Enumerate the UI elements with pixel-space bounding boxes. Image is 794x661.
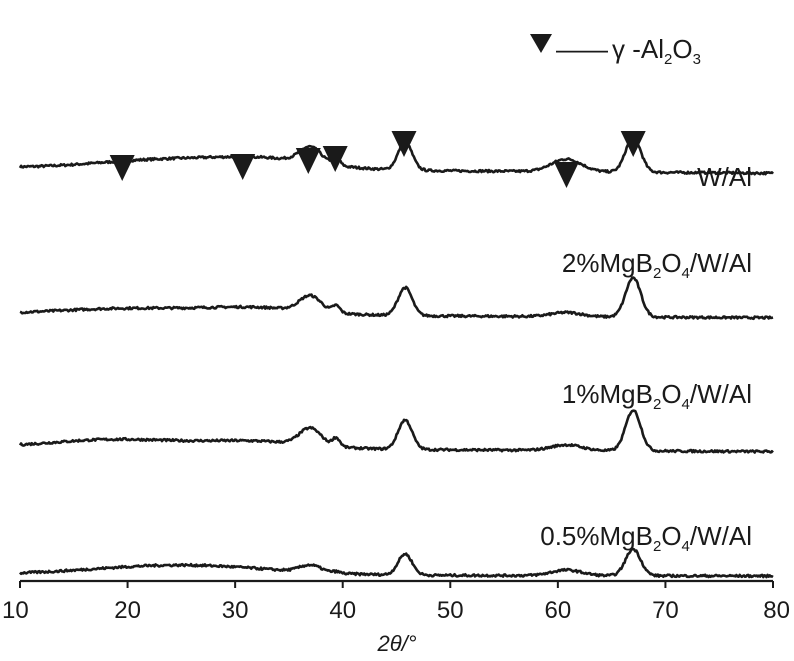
marker-triangle-icon <box>620 131 646 157</box>
series-label-2: 2%MgB2O4/W/Al <box>562 248 752 282</box>
x-tick-label: 30 <box>222 597 249 624</box>
series-label-4: 0.5%MgB2O4/W/Al <box>540 521 752 555</box>
series-line-3 <box>18 409 774 454</box>
series-label-1: W/Al <box>697 162 752 192</box>
gamma-alumina-markers <box>109 131 646 188</box>
marker-triangle-icon <box>295 148 321 174</box>
series-line-4 <box>19 547 774 579</box>
legend-sub2: 3 <box>693 51 701 68</box>
legend-dash: —— <box>556 34 608 64</box>
x-tick-label: 40 <box>329 597 356 624</box>
series-line-2 <box>19 276 774 321</box>
x-axis: 10 20 30 40 50 60 70 80 <box>2 579 790 624</box>
series-label-3: 1%MgB2O4/W/Al <box>562 379 752 413</box>
legend-prefix: γ -Al <box>612 34 664 64</box>
x-tick-label: 50 <box>437 597 464 624</box>
marker-triangle-icon <box>109 155 135 181</box>
x-tick-label: 70 <box>652 597 679 624</box>
marker-triangle-icon <box>230 154 256 180</box>
x-tick-label: 80 <box>763 597 790 624</box>
x-tick-label: 60 <box>545 597 572 624</box>
marker-triangle-icon <box>391 131 417 157</box>
marker-triangle-icon <box>554 162 579 188</box>
x-axis-label: 2θ/° <box>376 631 416 656</box>
marker-triangle-icon <box>322 146 348 172</box>
series-line-1 <box>18 135 774 176</box>
x-tick-label: 10 <box>2 597 29 624</box>
series-traces <box>18 135 774 579</box>
legend-sub1: 2 <box>664 51 672 68</box>
series-labels: W/Al 2%MgB2O4/W/Al 1%MgB2O4/W/Al 0.5%MgB2O4… <box>540 162 752 555</box>
legend: —— γ -Al2O3 <box>530 34 701 68</box>
x-tick-label: 20 <box>114 597 141 624</box>
legend-mid: O <box>672 34 692 64</box>
legend-text: —— γ -Al2O3 <box>556 34 701 68</box>
legend-marker-icon <box>530 34 552 53</box>
